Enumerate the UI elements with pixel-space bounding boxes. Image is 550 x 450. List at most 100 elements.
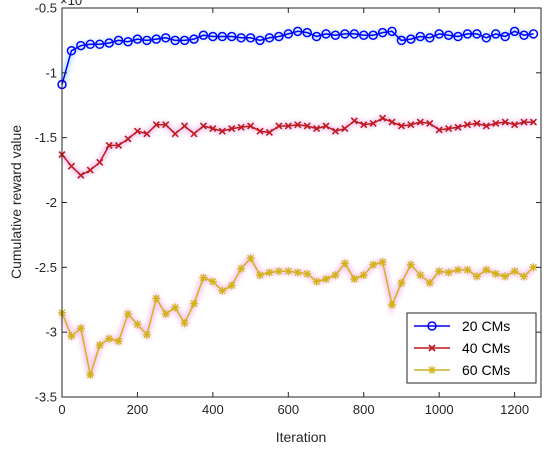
data-point-40-cms	[256, 127, 264, 135]
data-point-40-cms	[416, 118, 424, 126]
data-point-60-cms	[133, 320, 142, 329]
x-tick-label: 1200	[500, 402, 529, 417]
data-point-40-cms	[388, 118, 396, 126]
data-point-40-cms	[124, 135, 132, 143]
data-point-60-cms	[463, 265, 472, 274]
data-point-40-cms	[275, 122, 283, 130]
data-point-60-cms	[350, 275, 359, 284]
data-point-60-cms	[293, 268, 302, 277]
data-point-20-cms	[236, 33, 246, 43]
data-point-40-cms	[115, 141, 123, 150]
y-tick-label: -2	[45, 195, 57, 210]
data-point-60-cms	[142, 330, 151, 339]
data-point-20-cms	[481, 33, 492, 43]
x-tick-label: 0	[58, 402, 65, 417]
data-point-40-cms	[331, 127, 340, 135]
legend-label: 60 CMs	[462, 362, 510, 378]
data-point-40-cms	[379, 114, 387, 122]
data-point-20-cms	[519, 30, 529, 40]
data-point-20-cms	[443, 30, 454, 40]
data-point-40-cms	[228, 125, 236, 133]
data-point-40-cms	[482, 122, 490, 130]
data-point-40-cms	[397, 122, 406, 130]
data-point-60-cms	[331, 271, 340, 280]
data-point-20-cms	[387, 26, 397, 37]
data-point-60-cms	[369, 260, 378, 269]
data-point-60-cms	[265, 268, 274, 277]
data-point-20-cms	[179, 35, 190, 46]
data-point-60-cms	[161, 310, 170, 319]
data-point-40-cms	[360, 121, 368, 129]
x-axis-label: Iteration	[276, 429, 327, 445]
data-point-40-cms	[284, 122, 292, 130]
y-tick-label: -1	[45, 65, 57, 80]
data-point-40-cms	[454, 123, 462, 131]
data-point-20-cms	[453, 31, 463, 42]
data-point-40-cms	[520, 118, 528, 126]
data-point-20-cms	[434, 29, 444, 39]
data-point-20-cms	[255, 35, 265, 46]
data-point-60-cms	[416, 271, 425, 280]
data-point-20-cms	[462, 29, 473, 39]
legend-label: 20 CMs	[462, 318, 510, 334]
data-point-60-cms	[340, 259, 349, 268]
y-axis-label: Cumulative reward value	[8, 125, 24, 279]
data-point-20-cms	[170, 35, 180, 46]
data-point-20-cms	[189, 34, 199, 44]
data-point-20-cms	[340, 29, 350, 39]
data-point-60-cms	[190, 299, 199, 308]
data-point-40-cms	[501, 118, 509, 126]
legend-marker	[428, 366, 436, 374]
data-point-60-cms	[180, 319, 189, 328]
data-point-60-cms	[274, 267, 283, 276]
y-exponent-power: 5	[82, 0, 88, 2]
data-point-60-cms	[95, 341, 104, 350]
data-point-60-cms	[208, 277, 217, 286]
data-point-60-cms	[312, 277, 321, 286]
y-exponent-base: ×10	[60, 0, 82, 8]
data-point-20-cms	[396, 35, 407, 46]
series-line-20-cms	[61, 30, 534, 85]
data-point-60-cms	[199, 273, 208, 282]
data-point-20-cms	[472, 29, 482, 39]
data-point-20-cms	[500, 31, 510, 42]
legend-item-60-cms: 60 CMs	[414, 362, 510, 378]
data-point-40-cms	[303, 122, 311, 130]
data-point-40-cms	[162, 121, 170, 129]
data-point-20-cms	[66, 46, 77, 56]
data-point-40-cms	[529, 118, 538, 126]
data-point-40-cms	[96, 158, 104, 166]
data-point-60-cms	[388, 300, 397, 309]
legend-item-20-cms: 20 CMs	[414, 318, 510, 334]
data-point-60-cms	[303, 269, 312, 278]
legend-item-40-cms: 40 CMs	[414, 340, 510, 356]
data-point-60-cms	[256, 271, 265, 280]
data-point-60-cms	[171, 303, 180, 312]
data-point-20-cms	[151, 34, 162, 44]
data-point-40-cms	[152, 121, 160, 129]
data-point-40-cms	[322, 122, 330, 130]
data-point-40-cms	[294, 121, 302, 129]
data-point-40-cms	[445, 125, 453, 133]
data-point-20-cms	[283, 29, 294, 39]
data-point-60-cms	[472, 272, 481, 281]
data-point-20-cms	[113, 35, 124, 46]
y-exponent-label: ×105	[60, 0, 88, 8]
data-point-60-cms	[124, 310, 133, 319]
data-point-40-cms	[190, 130, 198, 138]
data-point-40-cms	[247, 122, 255, 130]
data-point-60-cms	[406, 260, 415, 269]
data-point-20-cms	[123, 36, 133, 47]
data-point-60-cms	[378, 258, 387, 267]
x-tick-label: 600	[277, 402, 299, 417]
data-point-20-cms	[217, 31, 228, 42]
x-tick-label: 1000	[425, 402, 454, 417]
data-point-20-cms	[321, 29, 331, 39]
data-point-40-cms	[171, 130, 179, 138]
data-point-40-cms	[473, 119, 481, 127]
data-point-60-cms	[529, 263, 538, 272]
data-point-20-cms	[302, 27, 312, 38]
data-point-20-cms	[368, 30, 378, 40]
data-point-20-cms	[132, 34, 143, 44]
